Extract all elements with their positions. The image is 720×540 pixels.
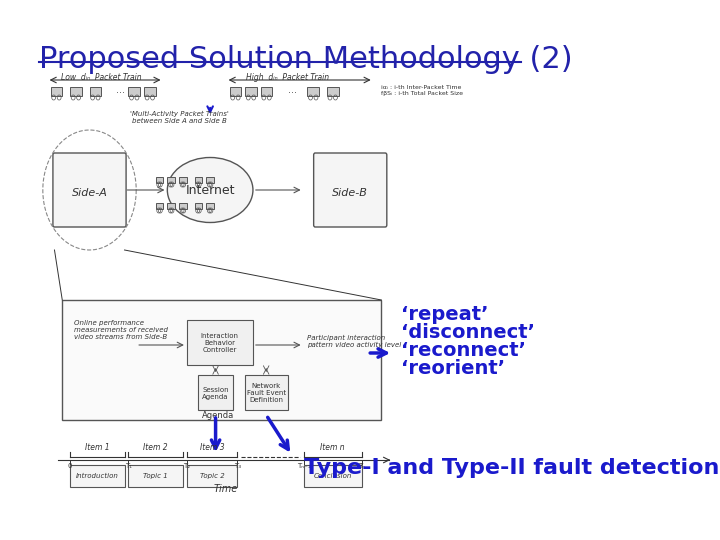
Bar — [70, 87, 82, 96]
Bar — [206, 203, 214, 209]
Bar — [246, 87, 257, 96]
Text: ...: ... — [288, 85, 297, 95]
Bar — [304, 465, 362, 487]
Text: Low  dᵢₙ  Packet Train: Low dᵢₙ Packet Train — [61, 73, 142, 82]
Text: Internet: Internet — [185, 184, 235, 197]
Bar — [186, 465, 238, 487]
Text: Tₙ₋₁: Tₙ₋₁ — [297, 463, 310, 469]
Bar — [307, 87, 319, 96]
Text: Conclusion: Conclusion — [313, 473, 352, 479]
Text: ‘disconnect’: ‘disconnect’ — [401, 323, 535, 342]
Text: ‘reconnect’: ‘reconnect’ — [401, 341, 526, 360]
Bar — [206, 177, 214, 183]
Bar — [179, 177, 186, 183]
Text: Online performance
measurements of received
video streams from Side-B: Online performance measurements of recei… — [74, 320, 168, 340]
Bar — [70, 465, 125, 487]
Text: Network
Fault Event
Definition: Network Fault Event Definition — [247, 383, 286, 403]
Text: ...: ... — [116, 85, 125, 95]
Bar — [50, 87, 62, 96]
Bar — [194, 203, 202, 209]
Bar — [167, 177, 175, 183]
Text: Proposed Solution Methodology (2): Proposed Solution Methodology (2) — [39, 45, 572, 74]
Bar — [156, 203, 163, 209]
Text: Side-A: Side-A — [71, 188, 107, 198]
Text: Tₙ: Tₙ — [359, 463, 366, 469]
Bar — [186, 320, 253, 365]
Bar — [261, 87, 272, 96]
Text: Item 1: Item 1 — [85, 443, 109, 452]
Bar — [156, 177, 163, 183]
Bar — [194, 177, 202, 183]
Text: 0: 0 — [68, 463, 72, 469]
Bar — [89, 87, 102, 96]
Text: Introduction: Introduction — [76, 473, 119, 479]
Text: Item n: Item n — [320, 443, 345, 452]
Text: Item 2: Item 2 — [143, 443, 168, 452]
Text: Topic 1: Topic 1 — [143, 473, 168, 479]
Ellipse shape — [167, 158, 253, 222]
Bar — [179, 203, 186, 209]
Text: High  dᵢₙ  Packet Train: High dᵢₙ Packet Train — [246, 73, 330, 82]
Bar — [230, 87, 241, 96]
Text: ‘reorient’: ‘reorient’ — [401, 359, 505, 378]
Bar — [246, 375, 288, 410]
Bar — [167, 203, 175, 209]
Text: Side-B: Side-B — [333, 188, 368, 198]
Text: Time: Time — [214, 484, 238, 494]
Text: Agenda: Agenda — [202, 411, 234, 420]
Text: ‘repeat’: ‘repeat’ — [401, 305, 488, 324]
Text: Interaction
Behavior
Controller: Interaction Behavior Controller — [200, 333, 238, 353]
Text: Type-I and Type-II fault detection: Type-I and Type-II fault detection — [304, 458, 719, 478]
Text: iαᵢ : i-th Inter-Packet Time: iαᵢ : i-th Inter-Packet Time — [382, 85, 462, 90]
Text: Participant interaction
pattern video activity level: Participant interaction pattern video ac… — [307, 335, 402, 348]
Text: T₁: T₁ — [125, 463, 132, 469]
Bar — [199, 375, 233, 410]
Text: 'Multi-Activity Packet Trains'
between Side A and Side B: 'Multi-Activity Packet Trains' between S… — [130, 111, 228, 124]
FancyBboxPatch shape — [53, 153, 126, 227]
Text: Session
Agenda: Session Agenda — [202, 387, 229, 400]
Bar — [144, 87, 156, 96]
Bar — [128, 465, 183, 487]
Text: T₂: T₂ — [183, 463, 190, 469]
Text: Topic 2: Topic 2 — [199, 473, 225, 479]
Text: Item 3: Item 3 — [199, 443, 225, 452]
Bar — [128, 87, 140, 96]
FancyBboxPatch shape — [314, 153, 387, 227]
Text: T₃: T₃ — [234, 463, 241, 469]
Bar — [327, 87, 338, 96]
Text: fβSᵢ : i-th Total Packet Size: fβSᵢ : i-th Total Packet Size — [382, 91, 464, 96]
Bar — [62, 300, 382, 420]
